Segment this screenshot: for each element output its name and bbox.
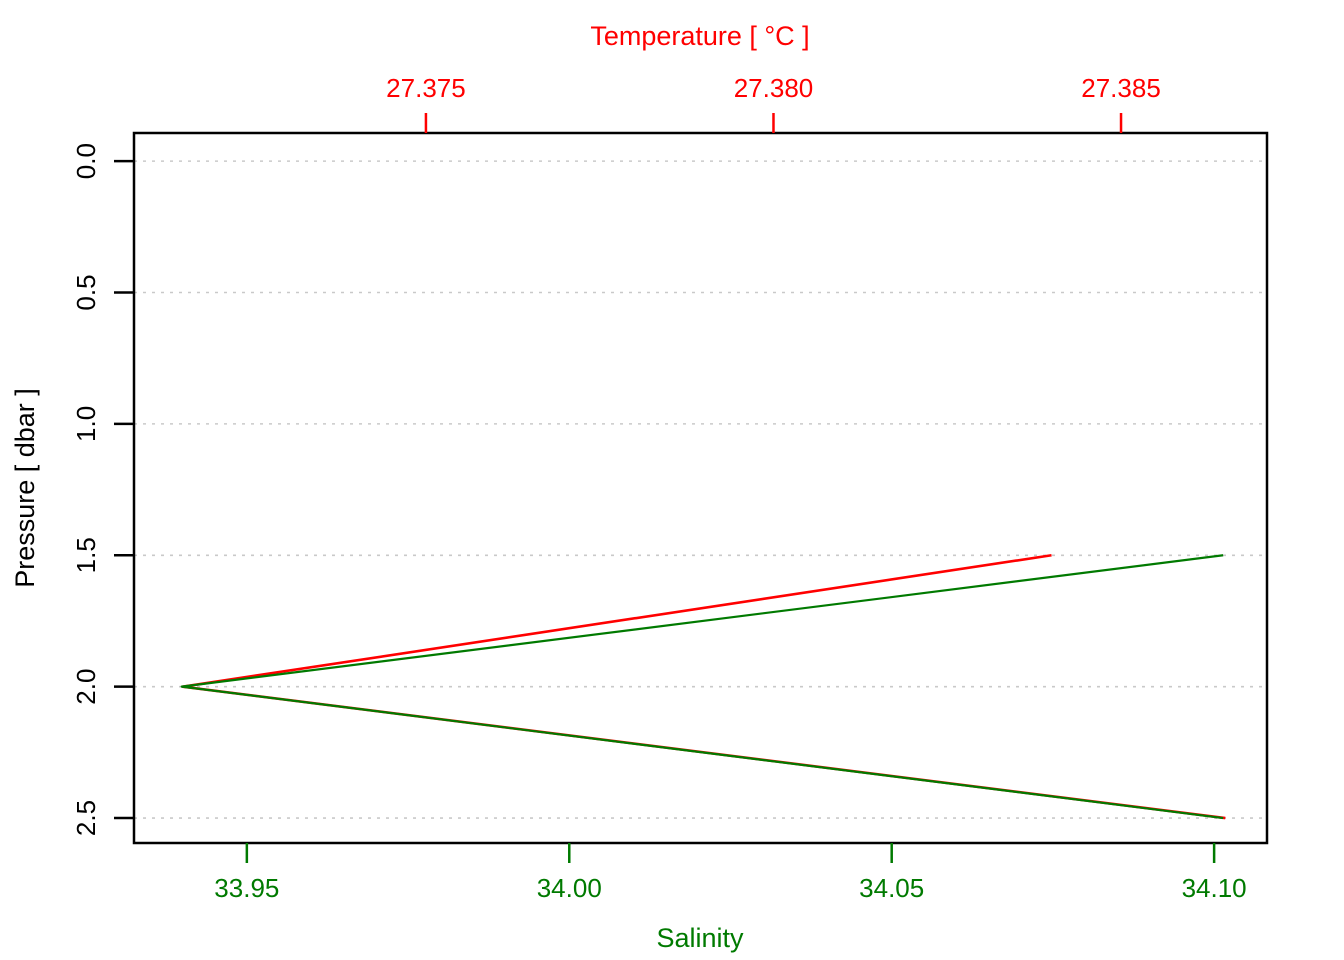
left-axis-tick-label: 0.0 bbox=[71, 143, 101, 179]
bottom-axis-tick-label: 33.95 bbox=[214, 873, 279, 903]
left-axis-tick-label: 2.0 bbox=[71, 669, 101, 705]
top-axis-tick-label: 27.375 bbox=[386, 73, 466, 103]
series-line-salinity bbox=[180, 554, 1224, 820]
bottom-axis-tick-label: 34.05 bbox=[859, 873, 924, 903]
tick-labels: 27.375 27.380 27.385 33.95 34.00 34.05 34.10 0.… bbox=[71, 73, 1247, 903]
left-axis-tick-label: 1.0 bbox=[71, 406, 101, 442]
top-axis-tick-label: 27.385 bbox=[1081, 73, 1161, 103]
tick-marks bbox=[114, 113, 1216, 863]
gridlines bbox=[134, 160, 1267, 819]
left-axis-tick-label: 0.5 bbox=[71, 274, 101, 310]
bottom-axis-tick-label: 34.00 bbox=[537, 873, 602, 903]
left-axis-tick-label: 1.5 bbox=[71, 537, 101, 573]
bottom-axis-title-salinity: Salinity bbox=[656, 923, 744, 953]
left-axis-tick-label: 2.5 bbox=[71, 800, 101, 836]
left-axis-title-pressure: Pressure [ dbar ] bbox=[10, 388, 40, 588]
bottom-axis-tick-label: 34.10 bbox=[1182, 873, 1247, 903]
top-axis-title-temperature: Temperature [ °C ] bbox=[590, 21, 809, 51]
plot-area-border bbox=[132, 131, 1269, 845]
top-axis-tick-label: 27.380 bbox=[734, 73, 814, 103]
series-lines bbox=[180, 553, 1226, 820]
